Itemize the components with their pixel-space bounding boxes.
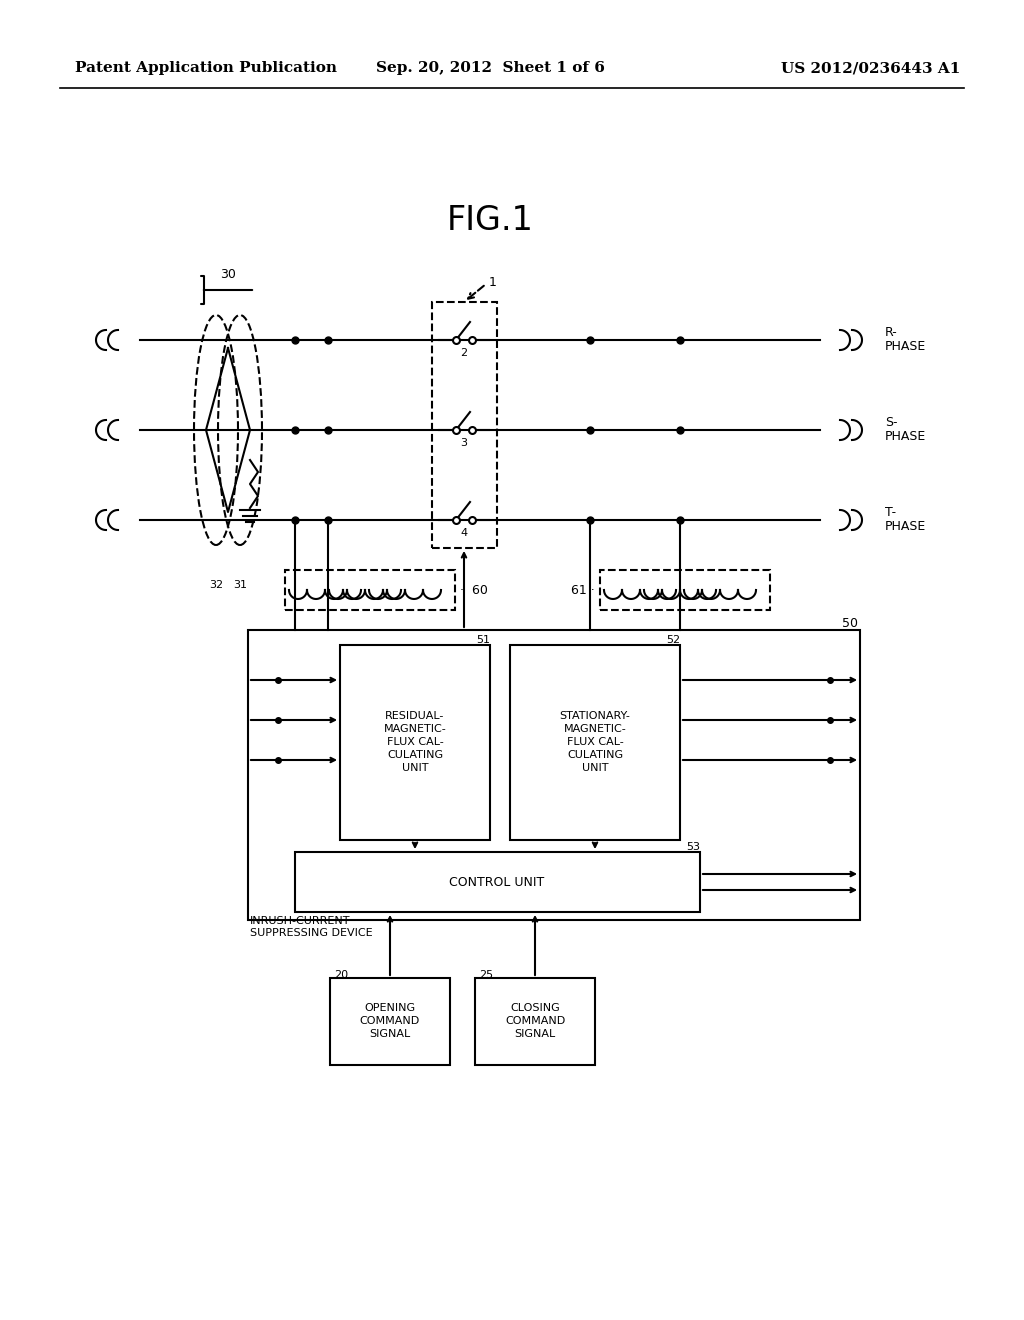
Text: ·  60: · 60 xyxy=(460,583,487,597)
Text: 1: 1 xyxy=(489,276,497,289)
Text: 31: 31 xyxy=(233,579,247,590)
Text: 3: 3 xyxy=(461,438,468,447)
Bar xyxy=(248,630,860,920)
Text: 2: 2 xyxy=(461,348,468,358)
Bar xyxy=(510,645,680,840)
Bar xyxy=(330,978,450,1065)
Text: 32: 32 xyxy=(209,579,223,590)
Text: CONTROL UNIT: CONTROL UNIT xyxy=(450,875,545,888)
Text: 51: 51 xyxy=(476,635,490,645)
Text: R-
PHASE: R- PHASE xyxy=(885,326,927,354)
Text: OPENING
COMMAND
SIGNAL: OPENING COMMAND SIGNAL xyxy=(359,1003,420,1039)
Text: STATIONARY-
MAGNETIC-
FLUX CAL-
CULATING
UNIT: STATIONARY- MAGNETIC- FLUX CAL- CULATING… xyxy=(559,710,631,774)
Text: 61 ·: 61 · xyxy=(571,583,595,597)
Text: Sep. 20, 2012  Sheet 1 of 6: Sep. 20, 2012 Sheet 1 of 6 xyxy=(376,61,604,75)
Bar xyxy=(432,302,497,548)
Bar xyxy=(475,978,595,1065)
Text: T-
PHASE: T- PHASE xyxy=(885,507,927,533)
Text: 25: 25 xyxy=(479,970,494,979)
Text: Patent Application Publication: Patent Application Publication xyxy=(75,61,337,75)
Text: 20: 20 xyxy=(334,970,348,979)
Text: FIG.1: FIG.1 xyxy=(446,203,534,236)
Text: 52: 52 xyxy=(666,635,680,645)
Bar xyxy=(285,570,455,610)
Text: 30: 30 xyxy=(220,268,236,281)
Text: INRUSH-CURRENT
SUPPRESSING DEVICE: INRUSH-CURRENT SUPPRESSING DEVICE xyxy=(250,916,373,939)
Bar xyxy=(600,570,770,610)
Bar xyxy=(295,851,700,912)
Text: US 2012/0236443 A1: US 2012/0236443 A1 xyxy=(780,61,961,75)
Text: S-
PHASE: S- PHASE xyxy=(885,417,927,444)
Bar xyxy=(340,645,490,840)
Text: 4: 4 xyxy=(461,528,468,539)
Text: RESIDUAL-
MAGNETIC-
FLUX CAL-
CULATING
UNIT: RESIDUAL- MAGNETIC- FLUX CAL- CULATING U… xyxy=(384,710,446,774)
Text: CLOSING
COMMAND
SIGNAL: CLOSING COMMAND SIGNAL xyxy=(505,1003,565,1039)
Text: 53: 53 xyxy=(686,842,700,851)
Text: 50: 50 xyxy=(842,616,858,630)
